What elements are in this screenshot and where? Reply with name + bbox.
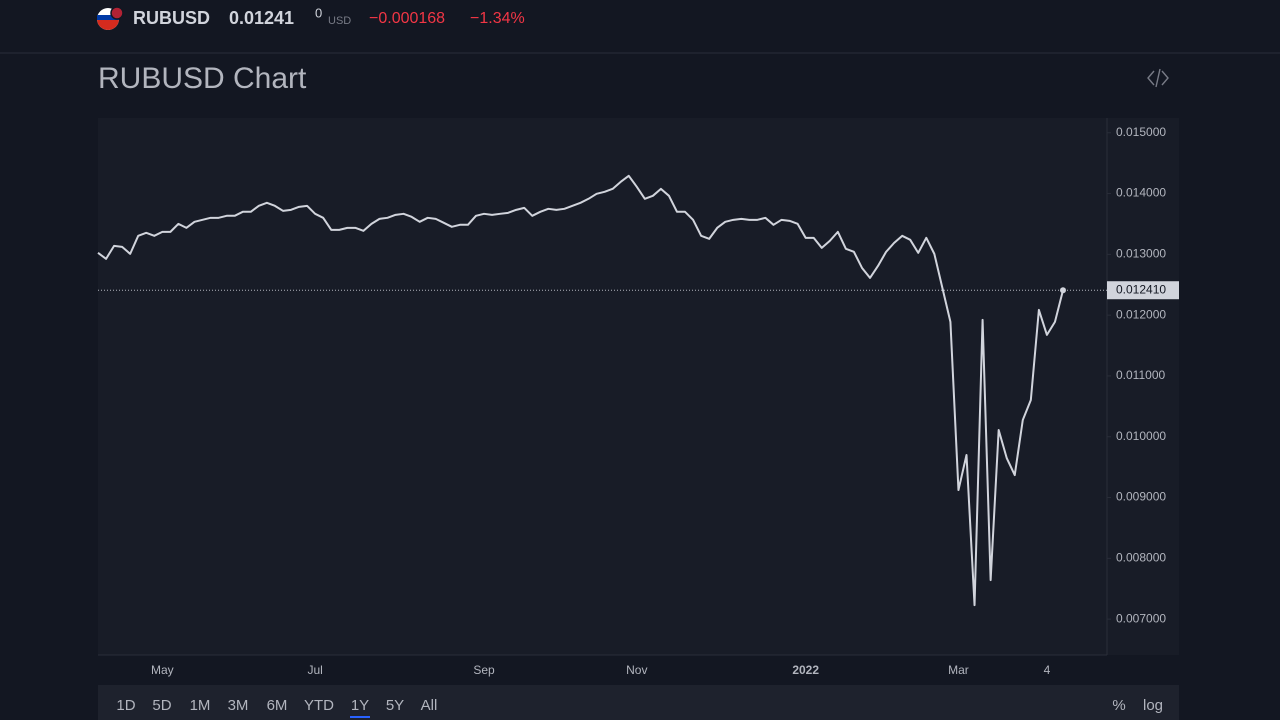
x-tick-label: Nov (626, 663, 647, 677)
range-button[interactable]: 1Y (351, 697, 369, 714)
range-button[interactable]: 1M (190, 697, 211, 714)
x-tick-label: Jul (307, 663, 322, 677)
symbol: RUBUSD (133, 8, 210, 28)
chart-area (98, 118, 1179, 655)
currency: USD (328, 15, 351, 27)
y-tick-label: 0.010000 (1116, 429, 1166, 443)
x-tick-label: May (151, 663, 174, 677)
flag (97, 6, 124, 30)
chart: 0.015000 0.014000 0.013000 0.012000 0.011000… (97, 125, 1179, 677)
x-tick-label: Sep (473, 663, 495, 677)
scale-button[interactable]: log (1143, 697, 1163, 714)
change-percent: −1.34% (470, 10, 525, 27)
page-title: RUBUSD Chart (98, 62, 307, 95)
x-tick-label: 2022 (792, 663, 819, 677)
y-tick-label: 0.015000 (1116, 125, 1166, 139)
price-fraction: 0 (315, 5, 322, 20)
y-tick-label: 0.012000 (1116, 307, 1166, 321)
last-price-label: 0.012410 (1116, 282, 1166, 296)
toolbar (98, 685, 1179, 720)
change: −0.000168 (369, 10, 445, 27)
y-tick-label: 0.014000 (1116, 186, 1166, 200)
range-button[interactable]: 5Y (386, 697, 404, 714)
range-button[interactable]: All (421, 697, 438, 714)
range-button[interactable]: 3M (228, 697, 249, 714)
range-button[interactable]: 1D (116, 697, 135, 714)
last-price-badge (1107, 281, 1179, 300)
y-tick-label: 0.013000 (1116, 247, 1166, 261)
price-line (97, 174, 1064, 607)
y-tick-label: 0.008000 (1116, 551, 1166, 565)
price: 0.01241 (229, 8, 294, 28)
last-price-dot (1060, 287, 1066, 294)
y-tick-label: 0.007000 (1116, 611, 1166, 625)
y-tick-label: 0.011000 (1116, 368, 1165, 382)
x-tick-label: 4 (1044, 663, 1051, 677)
x-tick-label: Mar (948, 663, 969, 677)
y-tick-label: 0.009000 (1116, 490, 1166, 504)
scale-button[interactable]: % (1112, 697, 1125, 714)
range-button[interactable]: YTD (304, 697, 334, 714)
range-button[interactable]: 5D (152, 697, 171, 714)
embed-icon[interactable] (1147, 68, 1169, 88)
range-button[interactable]: 6M (267, 697, 288, 714)
